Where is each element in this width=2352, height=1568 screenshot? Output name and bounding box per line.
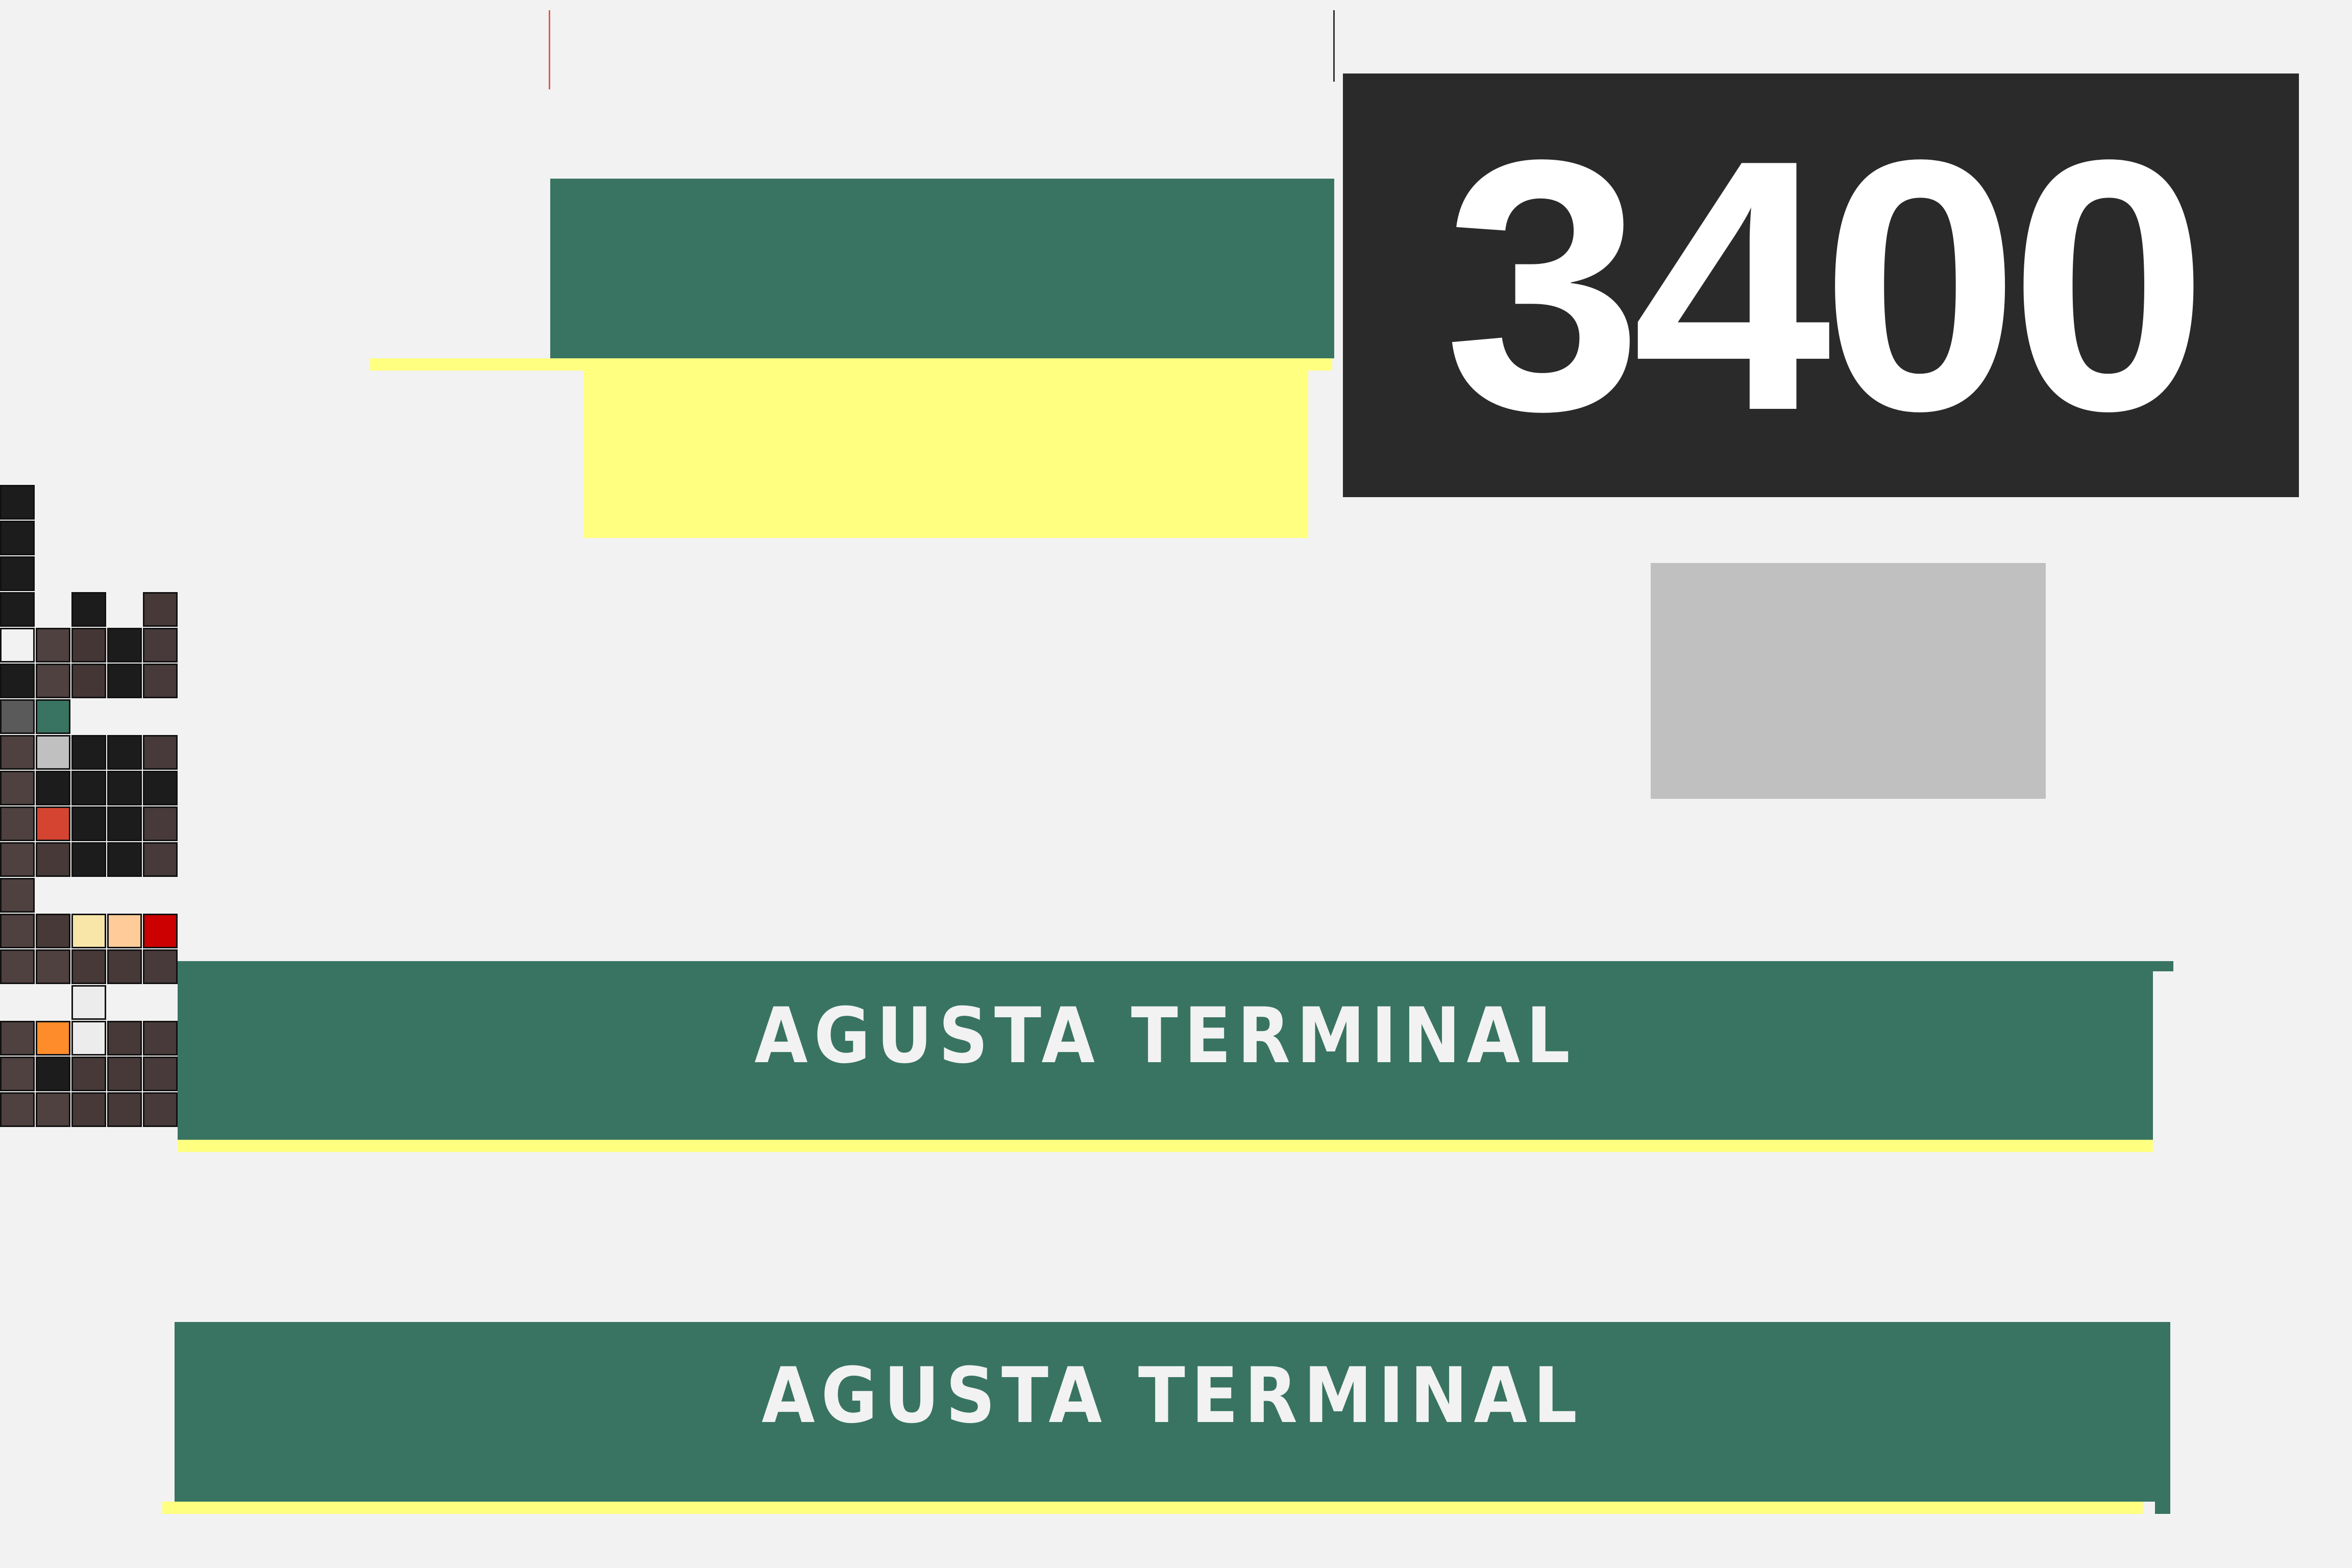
palette-cell bbox=[107, 664, 142, 698]
palette-cell bbox=[0, 1057, 35, 1091]
palette-cell bbox=[71, 842, 106, 877]
banner-2-edge bbox=[2155, 1502, 2170, 1514]
palette-cell bbox=[0, 842, 35, 877]
banner-2-underline bbox=[162, 1502, 2143, 1514]
palette-cell bbox=[143, 1021, 178, 1056]
palette-cell bbox=[71, 806, 106, 841]
palette-cell bbox=[0, 878, 35, 913]
palette-cell bbox=[0, 914, 35, 948]
pixel-palette-grid bbox=[0, 485, 178, 1131]
palette-cell bbox=[0, 485, 35, 520]
palette-cell bbox=[143, 735, 178, 770]
palette-cell bbox=[143, 771, 178, 805]
palette-cell bbox=[0, 1092, 35, 1127]
palette-cell bbox=[0, 806, 35, 841]
palette-cell bbox=[71, 735, 106, 770]
palette-cell bbox=[36, 949, 70, 984]
yellow-block bbox=[583, 358, 1308, 538]
gray-block bbox=[1651, 563, 2046, 799]
palette-cell bbox=[143, 664, 178, 698]
palette-cell bbox=[71, 771, 106, 805]
banner-1-label: AGUSTA TERMINAL bbox=[754, 992, 1576, 1081]
palette-cell bbox=[36, 699, 70, 734]
palette-cell bbox=[107, 914, 142, 948]
palette-cell bbox=[0, 771, 35, 805]
palette-cell bbox=[36, 914, 70, 948]
palette-cell bbox=[36, 1092, 70, 1127]
palette-cell bbox=[0, 521, 35, 555]
number-panel: 3400 bbox=[1343, 74, 2299, 497]
palette-cell bbox=[71, 628, 106, 663]
banner-2-label: AGUSTA TERMINAL bbox=[762, 1352, 1583, 1440]
palette-cell bbox=[71, 592, 106, 627]
palette-cell bbox=[107, 628, 142, 663]
palette-cell bbox=[143, 628, 178, 663]
palette-cell bbox=[36, 664, 70, 698]
palette-cell bbox=[36, 1021, 70, 1056]
palette-cell bbox=[36, 735, 70, 770]
palette-cell bbox=[71, 1057, 106, 1091]
palette-cell bbox=[71, 914, 106, 948]
palette-cell bbox=[0, 592, 35, 627]
palette-cell bbox=[71, 1021, 106, 1056]
palette-cell bbox=[143, 806, 178, 841]
palette-cell bbox=[143, 949, 178, 984]
palette-cell bbox=[107, 771, 142, 805]
palette-cell bbox=[0, 735, 35, 770]
palette-cell bbox=[36, 1057, 70, 1091]
palette-cell bbox=[36, 842, 70, 877]
palette-cell bbox=[71, 949, 106, 984]
palette-cell bbox=[0, 1021, 35, 1056]
palette-cell bbox=[143, 1092, 178, 1127]
palette-cell bbox=[0, 949, 35, 984]
banner-2: AGUSTA TERMINAL bbox=[175, 1322, 2170, 1502]
palette-cell bbox=[143, 592, 178, 627]
palette-cell bbox=[107, 949, 142, 984]
palette-cell bbox=[107, 735, 142, 770]
palette-cell bbox=[107, 842, 142, 877]
palette-cell bbox=[0, 699, 35, 734]
palette-cell bbox=[107, 1021, 142, 1056]
palette-cell bbox=[36, 628, 70, 663]
green-header-block bbox=[550, 179, 1334, 358]
palette-cell bbox=[143, 1057, 178, 1091]
number-display: 3400 bbox=[1443, 86, 2208, 485]
palette-cell bbox=[0, 628, 35, 663]
palette-cell bbox=[36, 806, 70, 841]
palette-cell bbox=[71, 664, 106, 698]
palette-cell bbox=[71, 1092, 106, 1127]
banner-1-edge bbox=[2153, 961, 2173, 971]
palette-cell bbox=[36, 771, 70, 805]
banner-1-underline bbox=[178, 1140, 2153, 1152]
palette-cell bbox=[143, 842, 178, 877]
palette-cell bbox=[0, 556, 35, 591]
guide-line-left bbox=[549, 10, 550, 89]
palette-cell bbox=[143, 914, 178, 948]
guide-line-right bbox=[1333, 10, 1335, 82]
banner-1: AGUSTA TERMINAL bbox=[178, 961, 2153, 1140]
palette-cell bbox=[107, 1057, 142, 1091]
palette-cell bbox=[71, 985, 106, 1020]
palette-cell bbox=[107, 806, 142, 841]
palette-cell bbox=[107, 1092, 142, 1127]
palette-cell bbox=[0, 664, 35, 698]
